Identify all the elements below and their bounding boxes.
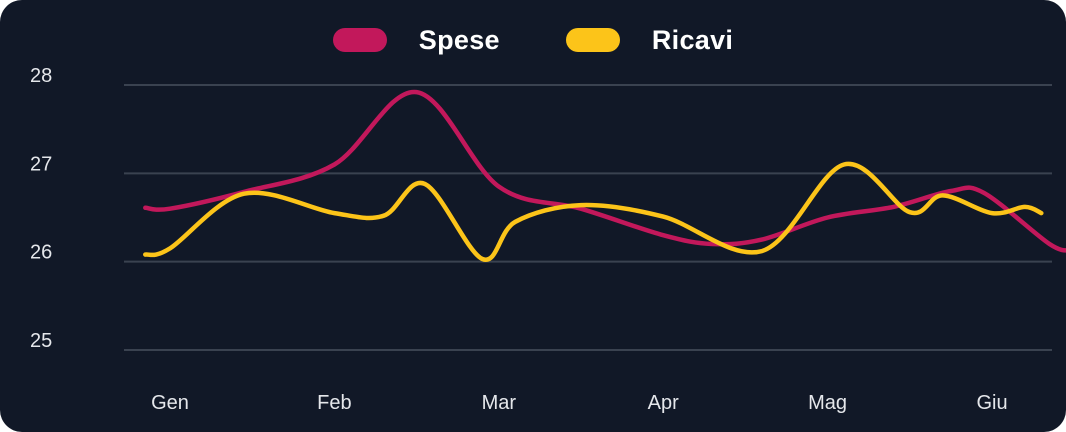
legend-item-spese[interactable]: Spese bbox=[332, 24, 500, 56]
legend-label-ricavi: Ricavi bbox=[651, 24, 734, 55]
legend-swatch-ricavi bbox=[565, 28, 620, 52]
x-tick-label-apr: Apr bbox=[648, 392, 679, 414]
x-tick-label-feb: Feb bbox=[317, 392, 351, 414]
y-tick-label-26: 26 bbox=[30, 242, 52, 264]
y-axis-ticks: 25 26 27 28 bbox=[30, 65, 52, 352]
series-line-spese[interactable] bbox=[143, 89, 1066, 253]
x-tick-label-mag: Mag bbox=[808, 392, 847, 414]
chart-legend: Spese Ricavi bbox=[0, 18, 1066, 62]
x-axis-ticks: Gen Feb Mar Apr Mag Giu bbox=[151, 392, 1007, 414]
x-tick-label-giu: Giu bbox=[976, 392, 1007, 414]
legend-swatch-spese bbox=[332, 28, 387, 52]
y-tick-label-28: 28 bbox=[30, 65, 52, 87]
x-tick-label-mar: Mar bbox=[482, 392, 517, 414]
x-tick-label-gen: Gen bbox=[151, 392, 189, 414]
series-line-ricavi[interactable] bbox=[143, 161, 1044, 262]
legend-item-ricavi[interactable]: Ricavi bbox=[565, 24, 734, 56]
series-lines bbox=[143, 89, 1066, 262]
grid-lines bbox=[124, 84, 1052, 351]
y-tick-label-27: 27 bbox=[30, 153, 52, 175]
legend-label-spese: Spese bbox=[418, 24, 500, 55]
y-tick-label-25: 25 bbox=[30, 330, 52, 352]
